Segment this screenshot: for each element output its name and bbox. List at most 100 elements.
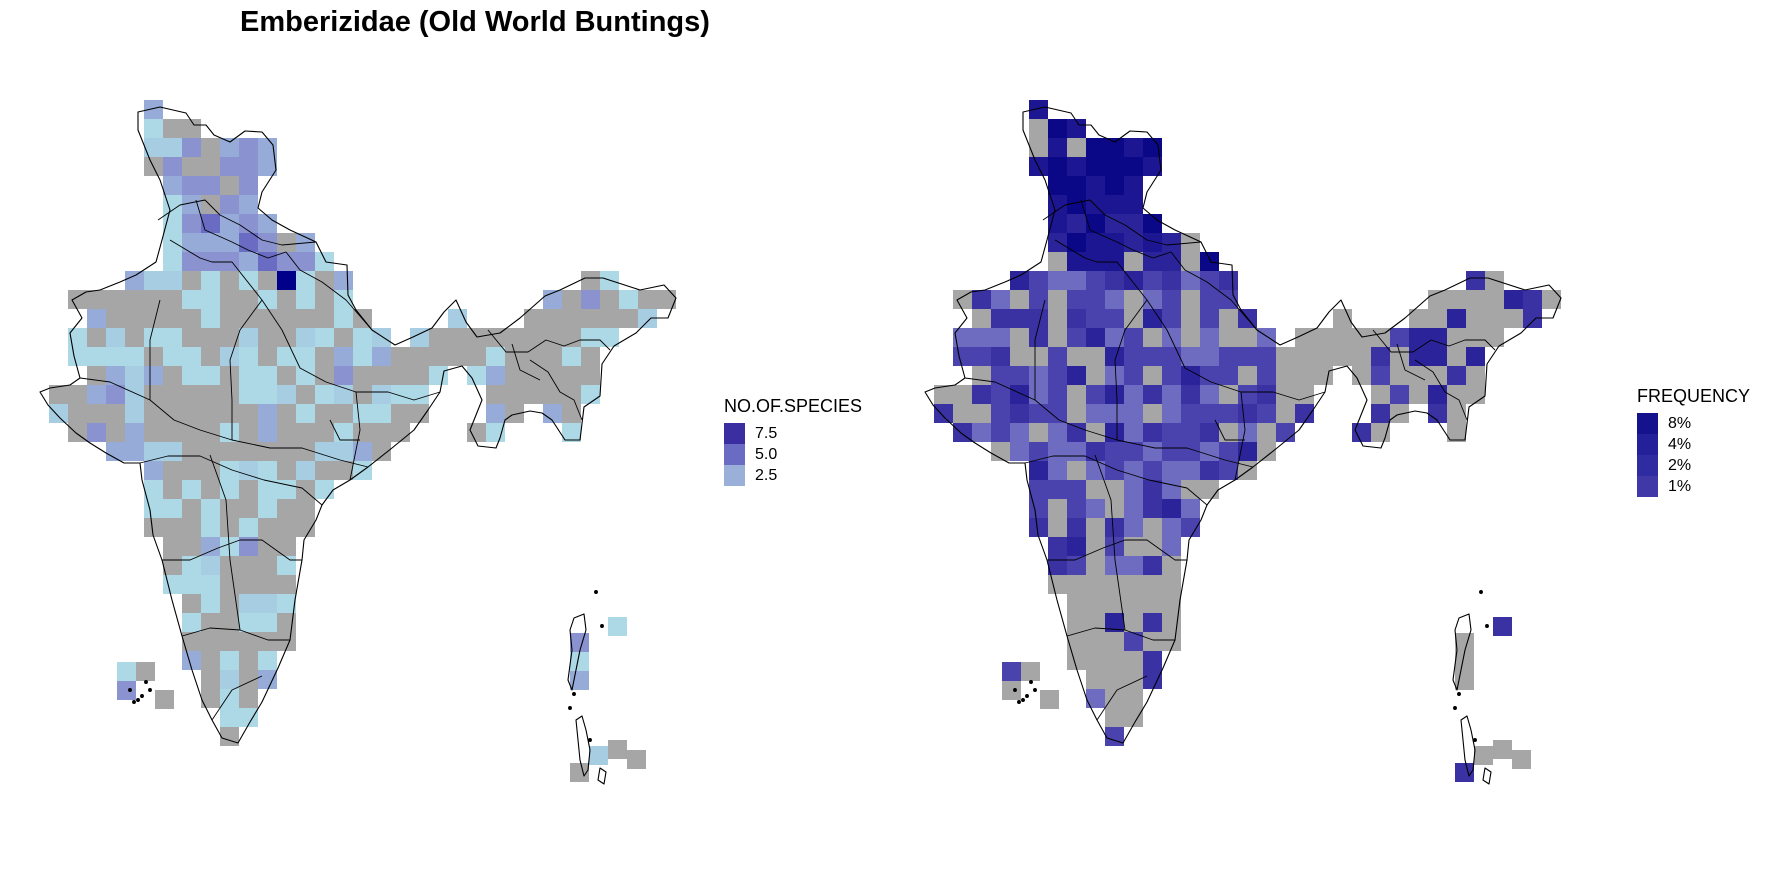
grid-cell: [1105, 328, 1124, 347]
grid-cell: [1143, 385, 1162, 404]
grid-cell: [258, 518, 277, 537]
grid-cell: [1447, 309, 1466, 328]
state-boundary: [329, 419, 360, 441]
grid-cell: [543, 385, 562, 404]
grid-cell: [1200, 480, 1219, 499]
grid-cell: [1029, 100, 1048, 119]
grid-cell: [296, 518, 315, 537]
grid-cell: [953, 404, 972, 423]
grid-cell: [524, 309, 543, 328]
grid-cell: [220, 594, 239, 613]
grid-cell: [220, 480, 239, 499]
grid-cell: [315, 290, 334, 309]
grid-cell: [201, 594, 220, 613]
islet: [1473, 738, 1477, 742]
grid-cell: [258, 556, 277, 575]
grid-cell: [87, 366, 106, 385]
grid-cell: [220, 613, 239, 632]
grid-cell: [1124, 252, 1143, 271]
grid-cell: [201, 461, 220, 480]
grid-cell: [163, 290, 182, 309]
grid-cell: [1105, 670, 1124, 689]
grid-cell: [619, 309, 638, 328]
grid-cell: [315, 404, 334, 423]
islet: [1485, 624, 1489, 628]
grid-cell: [972, 385, 991, 404]
grid-cell: [239, 594, 258, 613]
grid-cell: [505, 385, 524, 404]
grid-cell: [220, 271, 239, 290]
grid-cell: [1048, 385, 1067, 404]
grid-cell: [972, 366, 991, 385]
grid-cell: [562, 366, 581, 385]
grid-cell: [144, 518, 163, 537]
grid-cell: [1029, 366, 1048, 385]
grid-cell: [1162, 499, 1181, 518]
grid-cell: [1162, 461, 1181, 480]
grid-cell: [201, 499, 220, 518]
grid-cell: [524, 328, 543, 347]
grid-cell: [524, 385, 543, 404]
grid-cell: [1067, 233, 1086, 252]
grid-cell: [1493, 617, 1512, 636]
grid-cell: [410, 404, 429, 423]
grid-cells: [934, 100, 1561, 782]
grid-cell: [239, 499, 258, 518]
grid-cell: [1124, 328, 1143, 347]
grid-cell: [220, 423, 239, 442]
grid-cell: [1029, 442, 1048, 461]
grid-cell: [296, 385, 315, 404]
island-outline: [1460, 715, 1476, 777]
grid-cell: [972, 423, 991, 442]
grid-cell: [1105, 442, 1124, 461]
grid-cell: [1390, 404, 1409, 423]
grid-cell: [163, 138, 182, 157]
islet: [1457, 692, 1461, 696]
grid-cell: [1200, 271, 1219, 290]
grid-cell: [201, 670, 220, 689]
grid-cell: [258, 442, 277, 461]
grid-cell: [1048, 271, 1067, 290]
grid-cell: [1010, 442, 1029, 461]
grid-cell: [1067, 347, 1086, 366]
grid-cell: [315, 423, 334, 442]
grid-cell: [1238, 404, 1257, 423]
grid-cell: [1428, 385, 1447, 404]
grid-cell: [410, 366, 429, 385]
grid-cell: [1371, 347, 1390, 366]
legend-label: 4%: [1668, 435, 1692, 453]
grid-cell: [1029, 271, 1048, 290]
grid-cell: [1086, 537, 1105, 556]
grid-cell: [1181, 461, 1200, 480]
grid-cell: [1067, 309, 1086, 328]
grid-cell: [163, 461, 182, 480]
grid-cell: [258, 575, 277, 594]
legend-title: NO.OF.SPECIES: [724, 396, 863, 416]
grid-cell: [562, 347, 581, 366]
grid-cell: [201, 537, 220, 556]
grid-cell: [182, 347, 201, 366]
grid-cell: [1143, 518, 1162, 537]
grid-cell: [1512, 750, 1531, 769]
grid-cell: [163, 575, 182, 594]
grid-cell: [201, 290, 220, 309]
grid-cell: [1314, 347, 1333, 366]
grid-cell: [201, 651, 220, 670]
grid-cell: [315, 461, 334, 480]
grid-cell: [1162, 556, 1181, 575]
legend-swatch: [1637, 455, 1658, 476]
frequency-legend: FREQUENCY 8% 4% 2% 1%: [1637, 386, 1750, 497]
legend-label: 7.5: [755, 424, 778, 442]
grid-cell: [1048, 461, 1067, 480]
legend-label: 8%: [1668, 414, 1692, 432]
grid-cell: [1219, 404, 1238, 423]
grid-cell: [619, 290, 638, 309]
grid-cell: [1086, 575, 1105, 594]
grid-cell: [467, 366, 486, 385]
grid-cell: [1181, 385, 1200, 404]
grid-cell: [543, 328, 562, 347]
country-outline: [924, 106, 1562, 744]
grid-cell: [144, 499, 163, 518]
grid-cell: [1124, 233, 1143, 252]
grid-cell: [1352, 423, 1371, 442]
